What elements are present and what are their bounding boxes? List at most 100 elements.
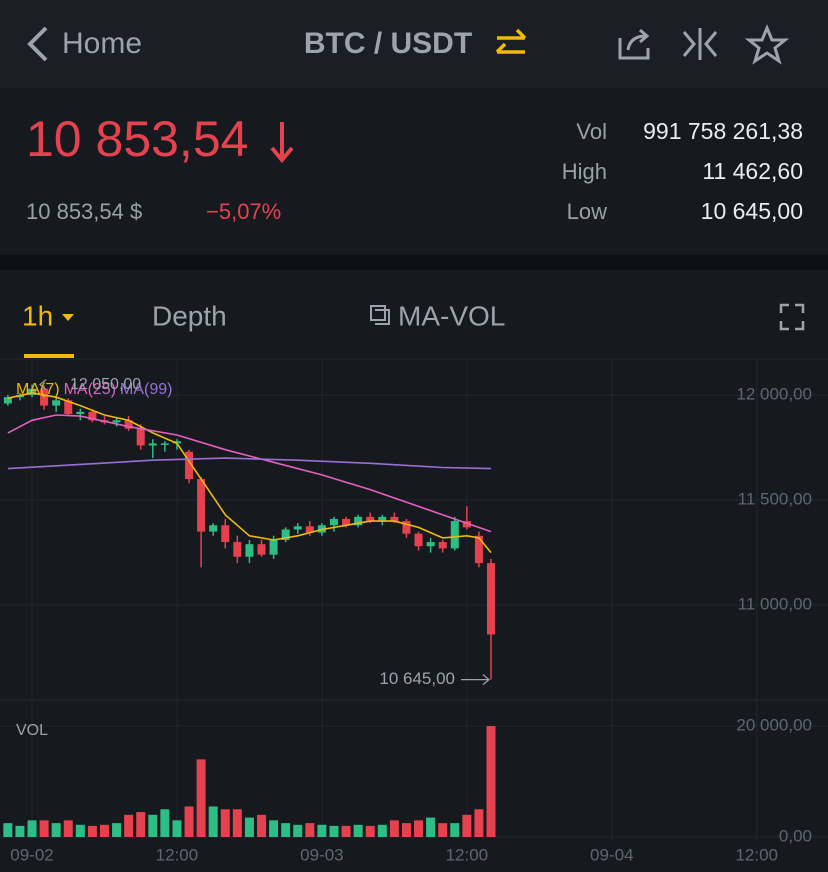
tab[interactable]: 1h: [22, 300, 53, 331]
volume-bar: [3, 823, 13, 837]
candle-body: [245, 544, 254, 557]
volume-bar: [450, 823, 460, 837]
candle-body: [172, 441, 181, 444]
volume-bar: [389, 820, 399, 837]
back-icon[interactable]: [27, 26, 48, 62]
candle-body: [342, 518, 351, 526]
legend: MA(7) MA(25) MA(99): [16, 381, 172, 398]
volume-bar: [341, 825, 351, 837]
volume-bar: [305, 823, 315, 837]
candle-body: [233, 542, 242, 557]
volume-bar: [160, 809, 170, 837]
volume-bar: [293, 824, 303, 837]
y-tick-label: 12 000,00: [736, 385, 812, 404]
candle-body: [426, 542, 435, 547]
candle-body: [281, 529, 290, 540]
fullscreen-icon[interactable]: [779, 303, 805, 331]
split-icon[interactable]: [682, 28, 718, 60]
candle-body: [124, 420, 133, 429]
candle-body: [257, 544, 266, 555]
volume-bar: [426, 817, 436, 837]
chart-panel: [0, 270, 828, 872]
stat-value: 11 462,60: [702, 158, 803, 184]
volume-bar: [99, 824, 109, 837]
candle-body: [293, 526, 302, 530]
volume-bar: [51, 823, 61, 837]
tab[interactable]: Depth: [152, 300, 227, 331]
candle-body: [450, 521, 459, 549]
volume-bar: [329, 825, 339, 837]
x-tick-label: 12:00: [446, 845, 489, 864]
y-tick-label: 11 500,00: [738, 490, 812, 509]
legend-entry: MA(25): [64, 381, 116, 398]
x-tick-label: 09-04: [590, 845, 633, 864]
volume-bar: [462, 814, 472, 837]
candle-body: [402, 521, 411, 534]
candle-body: [487, 563, 496, 635]
y-tick-label: 0,00: [779, 826, 812, 845]
ticker-panel: [0, 88, 828, 255]
volume-bar: [220, 809, 230, 837]
moving-average: [7, 414, 492, 533]
candle-body: [462, 521, 471, 528]
volume-bar: [486, 726, 496, 837]
candle-body: [378, 516, 387, 522]
pair-title[interactable]: BTC / USDT: [304, 27, 472, 60]
candle-body: [52, 400, 61, 406]
separator: [0, 255, 828, 270]
chart-title: VOL: [16, 722, 48, 739]
legend-entry: MA(7): [16, 381, 60, 398]
low-label: 10 645,00: [379, 669, 455, 688]
candle-body: [40, 388, 49, 406]
volume-bar: [39, 820, 49, 837]
volume-bar: [112, 823, 122, 837]
volume-bar: [208, 806, 218, 837]
candle-body: [197, 479, 206, 532]
share-icon[interactable]: [618, 28, 650, 60]
x-tick-label: 09-03: [300, 845, 343, 864]
stat-label: Low: [567, 199, 607, 224]
favorite-icon[interactable]: [744, 24, 790, 65]
volume-bar: [63, 820, 73, 837]
x-tick-label: 09-02: [10, 845, 53, 864]
volume-bar: [15, 825, 25, 837]
candle-body: [160, 443, 169, 445]
candle-body: [366, 516, 375, 522]
volume-bar: [474, 809, 484, 837]
volume-bar: [196, 759, 206, 837]
candle-body: [28, 388, 37, 396]
candle-body: [3, 397, 12, 404]
volume-bar: [353, 824, 363, 837]
fiat-price: 10 853,54 $: [26, 199, 142, 224]
volume-bar: [136, 812, 146, 837]
volume-bar: [75, 824, 85, 837]
stat-label: Vol: [576, 119, 607, 144]
stat-value: 10 645,00: [701, 198, 803, 224]
back-label[interactable]: Home: [62, 27, 142, 60]
volume-bar: [172, 820, 182, 837]
volume-bar: [317, 824, 327, 837]
candle-body: [438, 542, 447, 549]
top-bar: [0, 0, 828, 88]
candle-body: [148, 443, 157, 446]
tab[interactable]: MA-VOL: [398, 300, 505, 331]
high-label: 12 050,00: [70, 376, 141, 393]
candle-body: [269, 539, 278, 555]
candle-body: [414, 533, 423, 547]
stat-label: High: [562, 159, 607, 184]
volume-bar: [269, 820, 279, 837]
volume-bar: [232, 809, 242, 837]
last-price: 10 853,54: [26, 111, 248, 167]
candle-body: [136, 428, 145, 446]
swap-icon[interactable]: [495, 28, 527, 54]
dropdown-caret[interactable]: [62, 314, 74, 321]
volume-bar: [365, 825, 375, 837]
down-arrow: [270, 122, 294, 164]
y-tick-label: 20 000,00: [736, 716, 812, 735]
volume-bar: [124, 814, 134, 837]
indicator-icon[interactable]: [370, 305, 390, 325]
volume-bar: [257, 814, 267, 837]
moving-average: [7, 392, 492, 554]
candle-body: [209, 525, 218, 532]
x-tick-label: 12:00: [735, 845, 778, 864]
